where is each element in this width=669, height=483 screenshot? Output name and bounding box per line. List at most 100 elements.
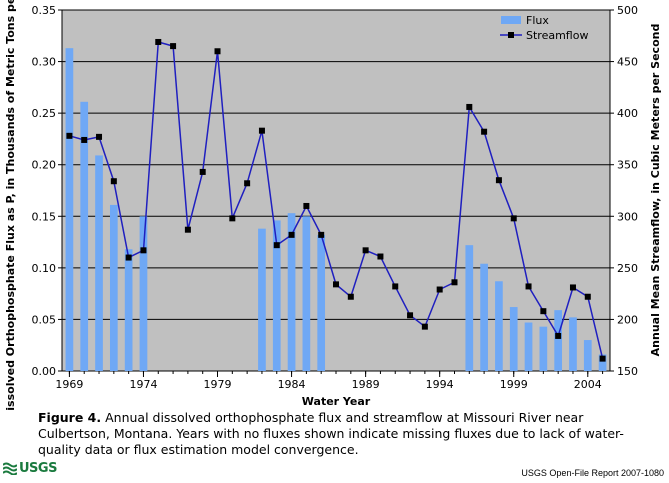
streamflow-point xyxy=(258,127,265,134)
flux-bar xyxy=(569,317,577,371)
streamflow-point xyxy=(66,132,73,139)
left-tick-label: 0.35 xyxy=(32,4,57,17)
legend: Flux Streamflow xyxy=(500,14,588,42)
usgs-logo-text: USGS xyxy=(19,461,57,476)
left-tick-label: 0.00 xyxy=(32,365,57,378)
streamflow-point xyxy=(436,286,443,293)
flux-bar xyxy=(465,245,474,371)
streamflow-point xyxy=(407,312,414,319)
x-tick-label: 1969 xyxy=(55,378,83,391)
x-tick-label: 1984 xyxy=(278,378,306,391)
flux-bar xyxy=(495,281,503,371)
legend-streamflow-label: Streamflow xyxy=(526,29,588,42)
flux-bar xyxy=(287,213,296,371)
flux-bar xyxy=(583,340,592,371)
flux-bars xyxy=(65,48,607,372)
streamflow-point xyxy=(392,283,399,290)
chart: 0.00 0.05 0.10 0.15 0.20 0.25 0.30 0.35 150 200 2… xyxy=(4,0,662,410)
x-tick-label: 1989 xyxy=(352,378,380,391)
usgs-wave-logo-icon xyxy=(3,462,17,475)
streamflow-point xyxy=(421,323,428,330)
flux-bar xyxy=(109,204,118,371)
streamflow-point xyxy=(244,180,251,187)
flux-bar xyxy=(95,155,103,371)
right-tick-label: 250 xyxy=(617,262,638,275)
usgs-logo: USGS xyxy=(3,461,57,476)
streamflow-point xyxy=(229,215,236,222)
left-tick-label: 0.30 xyxy=(32,56,57,69)
figure-label: Figure 4. xyxy=(38,410,102,425)
streamflow-point xyxy=(273,242,280,249)
left-tick-label: 0.05 xyxy=(32,313,57,326)
streamflow-point xyxy=(466,103,473,110)
flux-bar xyxy=(598,354,607,371)
streamflow-point xyxy=(303,202,310,209)
right-axis-title: Annual Mean Streamflow, in Cubic Meters … xyxy=(649,24,662,357)
streamflow-point xyxy=(125,254,132,261)
right-tick-label: 300 xyxy=(617,210,638,223)
figure-caption-text: Annual dissolved orthophosphate flux and… xyxy=(38,410,624,457)
right-tick-label: 450 xyxy=(617,56,638,69)
flux-bar xyxy=(139,216,148,371)
flux-bar xyxy=(509,307,518,371)
right-tick-label: 150 xyxy=(617,365,638,378)
streamflow-point xyxy=(540,308,547,315)
right-tick-label: 200 xyxy=(617,313,638,326)
figure-caption: Figure 4. Annual dissolved orthophosphat… xyxy=(38,410,638,458)
flux-bar xyxy=(554,310,563,371)
left-axis-title: Dissolved Orthophosphate Flux as P, in T… xyxy=(4,0,17,410)
flux-bar xyxy=(524,322,533,371)
x-tick-label: 2004 xyxy=(574,378,602,391)
right-tick-label: 400 xyxy=(617,107,638,120)
flux-bar xyxy=(272,220,281,371)
flux-bar xyxy=(539,326,548,371)
streamflow-point xyxy=(481,128,488,135)
left-tick-label: 0.10 xyxy=(32,262,57,275)
x-axis-title: Water Year xyxy=(302,395,371,408)
streamflow-point xyxy=(199,168,206,175)
left-axis-ticks: 0.00 0.05 0.10 0.15 0.20 0.25 0.30 0.35 xyxy=(32,4,62,378)
right-axis-ticks: 150 200 250 300 350 400 450 500 xyxy=(610,4,638,378)
x-tick-label: 1974 xyxy=(129,378,157,391)
streamflow-point xyxy=(81,136,88,143)
streamflow-point xyxy=(510,215,517,222)
flux-bar xyxy=(124,249,133,371)
streamflow-point xyxy=(170,43,177,50)
streamflow-point xyxy=(495,177,502,184)
flux-bar xyxy=(258,228,266,371)
streamflow-point xyxy=(184,226,191,233)
report-number: USGS Open-File Report 2007-1080 xyxy=(521,468,664,478)
x-axis-ticks: 1969 1974 1979 1984 1989 1994 1999 2004 xyxy=(55,371,604,391)
streamflow-point xyxy=(214,48,221,55)
legend-flux-swatch xyxy=(501,16,521,24)
streamflow-point xyxy=(569,284,576,291)
legend-streamflow-marker xyxy=(508,32,514,38)
streamflow-point xyxy=(96,133,103,140)
streamflow-markers xyxy=(66,38,606,362)
flux-bar xyxy=(302,216,311,371)
right-tick-label: 350 xyxy=(617,159,638,172)
streamflow-point xyxy=(110,178,117,185)
legend-flux-label: Flux xyxy=(526,14,549,27)
streamflow-point xyxy=(584,293,591,300)
flux-bar xyxy=(317,234,326,371)
streamflow-point xyxy=(525,283,532,290)
flux-bar xyxy=(480,263,488,371)
x-tick-label: 1979 xyxy=(204,378,232,391)
x-tick-label: 1999 xyxy=(500,378,528,391)
streamflow-point xyxy=(318,231,325,238)
streamflow-point xyxy=(555,332,562,339)
streamflow-point xyxy=(377,253,384,260)
x-tick-label: 1994 xyxy=(426,378,454,391)
streamflow-point xyxy=(599,355,606,362)
streamflow-point xyxy=(362,247,369,254)
streamflow-point xyxy=(288,231,295,238)
left-tick-label: 0.20 xyxy=(32,159,57,172)
left-tick-label: 0.25 xyxy=(32,107,57,120)
streamflow-point xyxy=(333,281,339,288)
gridlines xyxy=(62,9,610,372)
right-tick-label: 500 xyxy=(617,4,638,17)
flux-bar xyxy=(80,101,89,371)
streamflow-point xyxy=(451,279,458,286)
plot-area xyxy=(61,9,611,372)
